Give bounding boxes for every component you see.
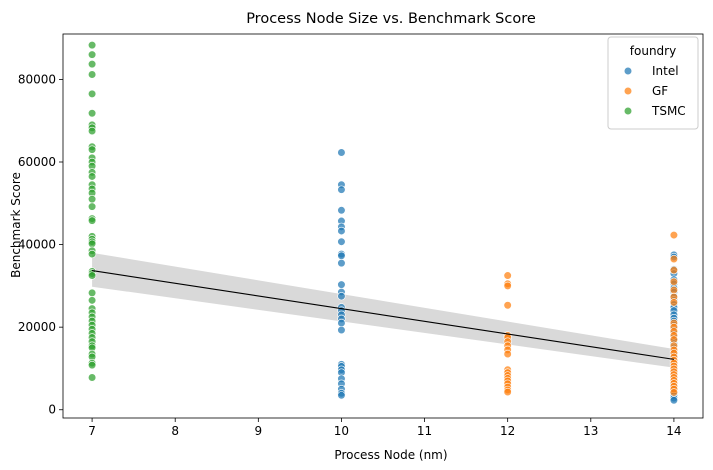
data-point — [503, 301, 512, 310]
data-point — [87, 296, 97, 305]
data-point — [669, 266, 679, 275]
data-point — [669, 285, 679, 295]
y-axis-title: Benchmark Score — [9, 172, 23, 278]
legend-marker — [623, 86, 633, 96]
y-axis: 0 20000 40000 60000 80000 — [18, 72, 63, 417]
data-point — [87, 195, 97, 204]
data-point — [87, 249, 97, 259]
legend-label: Intel — [652, 64, 679, 78]
confidence-band — [92, 252, 674, 368]
data-point — [87, 361, 97, 370]
legend: foundry Intel GF TSMC — [607, 36, 699, 130]
legend-marker — [623, 66, 633, 76]
x-axis: 7 8 9 10 11 12 13 14 — [88, 418, 682, 438]
data-point — [87, 70, 97, 79]
data-point — [87, 172, 97, 181]
legend-item-gf: GF — [623, 84, 668, 98]
data-point — [503, 387, 512, 397]
data-point — [337, 185, 346, 194]
legend-item-tsmc: TSMC — [623, 104, 686, 118]
data-point — [87, 288, 97, 297]
data-point — [669, 277, 679, 286]
y-tick-label: 60000 — [18, 155, 56, 169]
x-tick-label: 9 — [255, 424, 263, 438]
data-point — [87, 109, 97, 118]
series-gf — [503, 230, 679, 397]
x-tick-label: 13 — [583, 424, 598, 438]
data-point — [669, 254, 679, 264]
data-point — [87, 145, 97, 154]
data-point — [669, 396, 679, 405]
data-point — [503, 281, 512, 290]
chart-title: Process Node Size vs. Benchmark Score — [246, 11, 536, 27]
data-point — [669, 230, 679, 240]
legend-item-intel: Intel — [623, 64, 679, 78]
x-tick-label: 8 — [171, 424, 179, 438]
y-tick-label: 80000 — [18, 72, 56, 86]
x-tick-label: 11 — [417, 424, 432, 438]
data-point — [337, 148, 346, 157]
y-tick-label: 40000 — [18, 238, 56, 252]
data-point — [87, 126, 97, 136]
data-point — [337, 325, 346, 335]
data-point — [669, 298, 679, 307]
x-tick-label: 12 — [500, 424, 515, 438]
data-point — [87, 271, 97, 280]
data-point — [337, 280, 346, 289]
legend-title: foundry — [630, 44, 676, 58]
legend-box — [607, 36, 699, 130]
data-point — [337, 391, 346, 400]
data-point — [337, 237, 346, 246]
y-tick-label: 0 — [48, 403, 56, 417]
data-point — [503, 349, 512, 359]
x-tick-label: 14 — [666, 424, 681, 438]
x-tick-label: 10 — [334, 424, 349, 438]
data-point — [337, 292, 346, 301]
x-tick-label: 7 — [88, 424, 96, 438]
data-point — [337, 251, 346, 260]
plot-area — [62, 33, 704, 419]
legend-label: TSMC — [651, 104, 686, 118]
data-point — [87, 41, 97, 50]
data-point — [87, 216, 97, 225]
legend-marker — [623, 106, 633, 116]
data-point — [87, 60, 97, 69]
data-point — [87, 202, 97, 211]
series-tsmc — [87, 41, 97, 382]
x-axis-title: Process Node (nm) — [334, 448, 447, 462]
regression-line — [92, 270, 674, 360]
data-point — [337, 226, 346, 236]
y-tick-label: 20000 — [18, 320, 56, 334]
data-point — [87, 50, 97, 59]
legend-label: GF — [652, 84, 668, 98]
data-point — [87, 373, 97, 382]
plot-frame — [62, 33, 704, 419]
data-point — [337, 259, 346, 268]
data-point — [503, 271, 512, 280]
data-point — [337, 318, 346, 328]
data-point — [87, 239, 97, 248]
data-point — [337, 206, 346, 215]
data-point — [87, 89, 97, 98]
data-point — [669, 388, 679, 397]
